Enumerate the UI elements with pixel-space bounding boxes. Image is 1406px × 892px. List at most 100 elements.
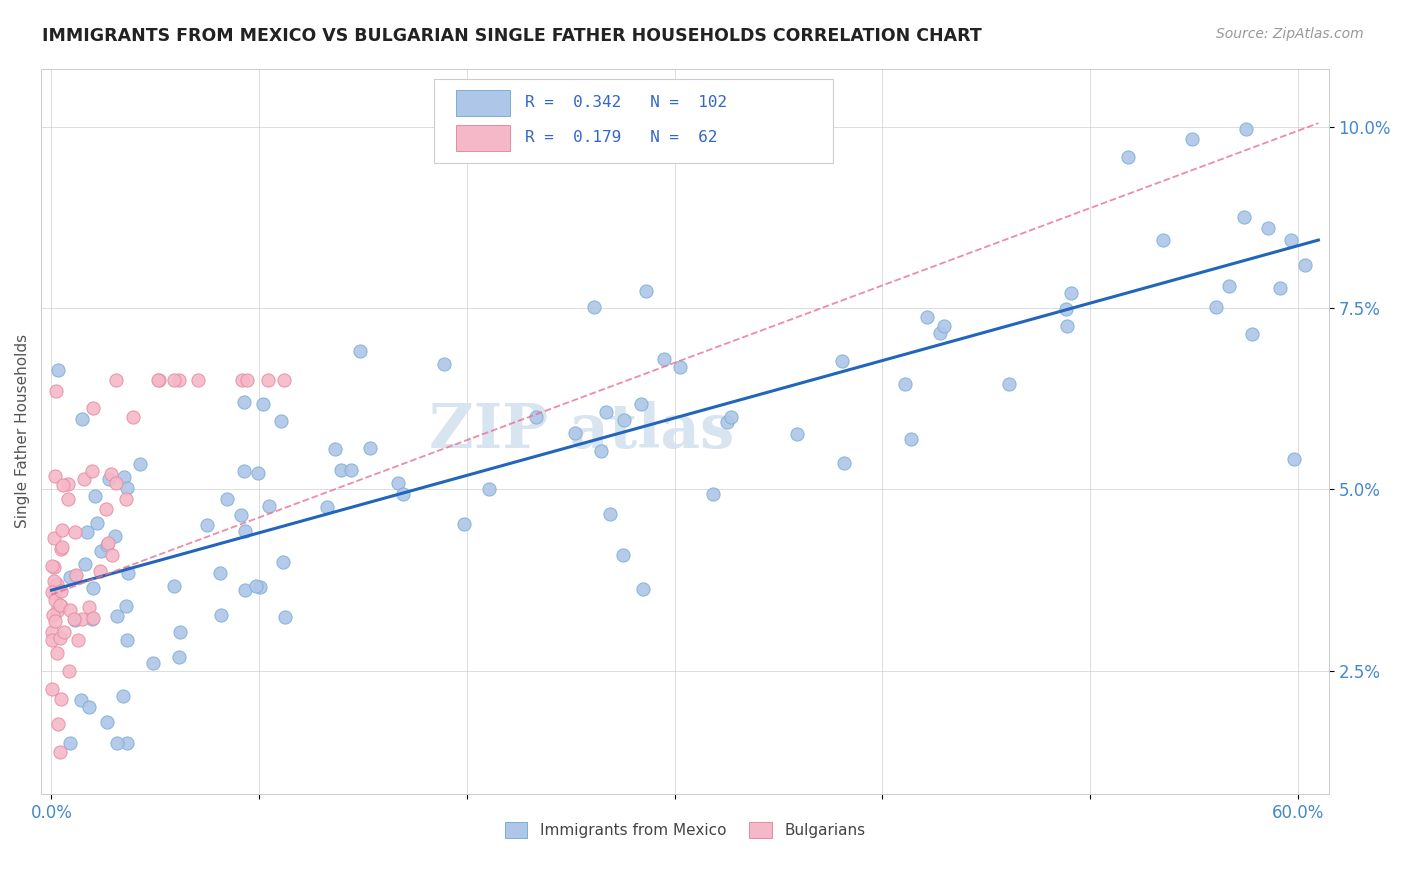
Point [167, 374, 190, 388]
Point [44, 593, 66, 607]
Point [117, 566, 139, 580]
Point [45, 577, 67, 591]
Point [169, 649, 191, 664]
Point [702, 487, 724, 501]
Point [44, 614, 66, 628]
Point [252, 397, 274, 411]
Point [49, 542, 72, 557]
Point [163, 579, 186, 593]
Point [49, 745, 72, 759]
Point [169, 625, 191, 640]
Point [359, 441, 381, 455]
Point [232, 395, 254, 409]
Point [49, 599, 72, 614]
Point [273, 374, 295, 388]
Point [82, 581, 104, 595]
Point [115, 491, 138, 506]
Point [146, 374, 169, 388]
Point [329, 463, 352, 477]
Point [44, 468, 66, 483]
Point [63, 568, 86, 582]
Point [76, 524, 98, 539]
Point [52, 478, 75, 492]
Point [453, 517, 475, 532]
Point [46, 646, 69, 660]
Point [45, 604, 67, 618]
Point [56, 476, 79, 491]
Point [70, 693, 93, 707]
Point [1116, 150, 1139, 164]
Point [49, 598, 72, 612]
Point [45, 384, 67, 399]
FancyBboxPatch shape [434, 79, 832, 163]
Point [1054, 302, 1077, 317]
Point [53, 625, 76, 640]
Point [104, 529, 127, 543]
Point [834, 456, 856, 470]
Text: IMMIGRANTS FROM MEXICO VS BULGARIAN SINGLE FATHER HOUSEHOLDS CORRELATION CHART: IMMIGRANTS FROM MEXICO VS BULGARIAN SING… [42, 27, 981, 45]
Point [1218, 279, 1240, 293]
Point [524, 410, 547, 425]
Point [612, 548, 634, 562]
FancyBboxPatch shape [456, 125, 510, 151]
Point [599, 507, 621, 521]
Point [46, 716, 69, 731]
Point [80, 465, 103, 479]
Point [115, 633, 138, 648]
Point [84, 489, 107, 503]
Point [148, 374, 170, 388]
Point [51, 523, 73, 537]
Point [652, 351, 675, 366]
Point [77, 699, 100, 714]
Point [73, 472, 96, 486]
Point [249, 580, 271, 594]
Point [1181, 132, 1204, 146]
Point [82, 611, 104, 625]
Point [44, 585, 66, 599]
Point [41, 624, 63, 639]
Point [634, 284, 657, 298]
Text: R =  0.342   N =  102: R = 0.342 N = 102 [526, 95, 727, 110]
Point [104, 374, 127, 388]
Point [564, 426, 586, 441]
Point [245, 579, 267, 593]
Point [997, 376, 1019, 391]
Point [70, 411, 93, 425]
Point [115, 599, 138, 613]
Point [1233, 210, 1256, 224]
Point [716, 416, 738, 430]
Point [340, 462, 363, 476]
Point [59, 736, 82, 750]
Legend: Immigrants from Mexico, Bulgarians: Immigrants from Mexico, Bulgarians [498, 816, 872, 845]
Point [894, 376, 917, 391]
Point [90, 543, 112, 558]
Point [257, 374, 280, 388]
Point [70, 612, 93, 626]
Point [42, 574, 65, 588]
Point [42, 560, 65, 574]
Point [41, 682, 63, 697]
Point [215, 491, 238, 506]
Point [274, 610, 297, 624]
Point [915, 310, 938, 324]
Point [1234, 122, 1257, 136]
Point [387, 475, 409, 490]
Point [1056, 319, 1078, 334]
Point [96, 714, 118, 729]
Point [82, 401, 104, 415]
Point [128, 457, 150, 471]
Point [270, 414, 292, 428]
Point [630, 397, 652, 411]
Point [669, 359, 692, 374]
Point [49, 692, 72, 706]
Point [89, 564, 111, 578]
Point [163, 374, 186, 388]
Point [900, 432, 922, 446]
Point [1152, 233, 1174, 247]
Point [59, 602, 82, 616]
Point [231, 374, 253, 388]
Point [831, 354, 853, 368]
Point [246, 466, 269, 480]
Point [96, 535, 118, 549]
Point [209, 566, 232, 580]
